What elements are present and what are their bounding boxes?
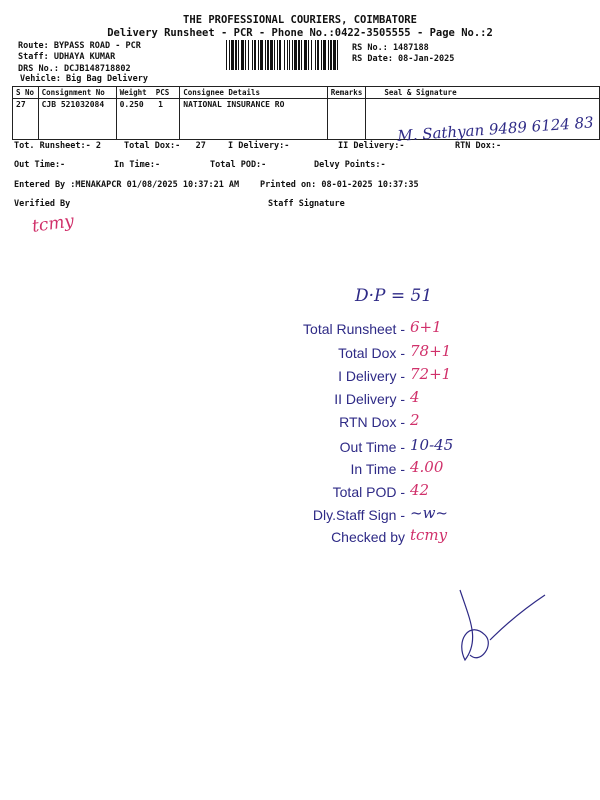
staff-signature-label: Staff Signature — [268, 199, 345, 209]
barcode-bar — [284, 40, 285, 70]
col-signature: Seal & Signature — [365, 86, 600, 99]
col-sno: S No — [12, 86, 39, 99]
barcode-bar — [231, 40, 234, 70]
stamp-label: Checked by — [331, 529, 405, 545]
stamp-value: 2 — [410, 411, 420, 429]
cell-consignment: CJB 521032084 — [37, 98, 117, 140]
barcode-bar — [328, 40, 329, 70]
delvy-points: Delvy Points:- — [314, 160, 386, 170]
col-remarks: Remarks — [326, 86, 367, 99]
tot-runsheet: Tot. Runsheet:- 2 — [14, 141, 101, 151]
consignment-table: S No Consignment No Weight PCS Consignee… — [12, 86, 600, 148]
barcode-bar — [304, 40, 307, 70]
barcode-bar — [229, 40, 230, 70]
barcode-bar — [258, 40, 259, 70]
barcode-bar — [260, 40, 263, 70]
handwritten-signature: M. Sathyan 9489 6124 83 — [364, 90, 600, 148]
total-pod: Total POD:- — [210, 160, 267, 170]
entered-by: Entered By :MENAKAPCR 01/08/2025 10:37:2… — [14, 180, 240, 190]
col-weight-pcs: Weight PCS — [115, 86, 181, 99]
printed-on: Printed on: 08-01-2025 10:37:35 — [260, 180, 419, 190]
staff: Staff: UDHAYA KUMAR — [18, 52, 116, 62]
barcode-bar — [337, 40, 338, 70]
barcode-bar — [311, 40, 312, 70]
barcode-bar — [277, 40, 278, 70]
stamp-label: II Delivery - — [334, 391, 405, 407]
stamp-label: Total Runsheet - — [303, 321, 405, 337]
total-dox: Total Dox:- 27 — [124, 141, 206, 151]
barcode-bar — [270, 40, 273, 70]
stamp-label: Total Dox - — [338, 345, 405, 361]
stamp-value: 4 — [410, 388, 420, 406]
barcode-bar — [226, 40, 227, 70]
stamp-label: In Time - — [350, 461, 405, 477]
stamp-value: tcmy — [410, 526, 448, 544]
stamp-value: 42 — [410, 481, 430, 499]
stamp-value: 6+1 — [410, 318, 442, 336]
barcode-bar — [315, 40, 316, 70]
cell-sno: 27 — [12, 98, 39, 140]
verified-by: Verified By — [14, 199, 71, 209]
barcode-bar — [294, 40, 297, 70]
cell-remarks — [326, 98, 367, 140]
delivery-points-note: D·P = 51 — [355, 286, 433, 306]
barcode-bar — [248, 40, 249, 70]
cell-weight-pcs: 0.250 1 — [115, 98, 181, 140]
barcode-bar — [308, 40, 309, 70]
barcode-bar — [330, 40, 332, 70]
stamp-label: RTN Dox - — [339, 414, 405, 430]
barcode-bar — [317, 40, 319, 70]
barcode-bar — [254, 40, 256, 70]
stamp-label: Out Time - — [339, 439, 405, 455]
barcode-bar — [245, 40, 246, 70]
staff-scribble-signature — [459, 589, 546, 662]
barcode-bar — [235, 40, 237, 70]
i-delivery: I Delivery:- — [228, 141, 290, 151]
rs-date: RS Date: 08-Jan-2025 — [352, 54, 455, 64]
barcode-bar — [301, 40, 302, 70]
barcode-bar — [238, 40, 239, 70]
barcode-bar — [289, 40, 290, 70]
barcode-bar — [287, 40, 288, 70]
in-time: In Time:- — [114, 160, 161, 170]
stamp-value: ~w~ — [410, 504, 448, 522]
ii-delivery: II Delivery:- — [338, 141, 405, 151]
stamp-value: 10-45 — [410, 436, 454, 454]
company-title: THE PROFESSIONAL COURIERS, COIMBATORE — [183, 14, 417, 26]
stamp-label: Total POD - — [332, 484, 405, 500]
barcode-bar — [298, 40, 300, 70]
route: Route: BYPASS ROAD - PCR — [18, 41, 141, 51]
runsheet-subtitle: Delivery Runsheet - PCR - Phone No.:0422… — [107, 27, 493, 39]
out-time: Out Time:- — [14, 160, 66, 170]
stamp-value: 4.00 — [410, 458, 444, 476]
barcode-bar — [267, 40, 269, 70]
barcode-bar — [333, 40, 336, 70]
barcode-bar — [321, 40, 322, 70]
table-row: 27 CJB 521032084 0.250 1 NATIONAL INSURA… — [12, 90, 600, 148]
barcode-bar — [265, 40, 266, 70]
rs-no: RS No.: 1487188 — [352, 43, 429, 53]
verified-initials: tcmy — [30, 211, 76, 237]
barcode-bar — [252, 40, 253, 70]
rtn-dox: RTN Dox:- — [455, 141, 502, 151]
barcode-bar — [292, 40, 293, 70]
cell-consignee: NATIONAL INSURANCE RO — [179, 98, 328, 140]
stamp-label: Dly.Staff Sign - — [312, 507, 405, 523]
stamp-value: 72+1 — [410, 365, 452, 383]
barcode-bar — [323, 40, 326, 70]
stamp-value: 78+1 — [410, 342, 452, 360]
barcode-bar — [279, 40, 281, 70]
vehicle: Vehicle: Big Bag Delivery — [20, 74, 148, 84]
stamp-label: I Delivery - — [338, 368, 405, 384]
col-consignment: Consignment No — [37, 86, 117, 99]
barcode — [226, 40, 338, 70]
col-consignee: Consignee Details — [179, 86, 328, 99]
barcode-bar — [274, 40, 275, 70]
barcode-bar — [241, 40, 244, 70]
drs-no: DRS No.: DCJB148718802 — [18, 64, 131, 74]
